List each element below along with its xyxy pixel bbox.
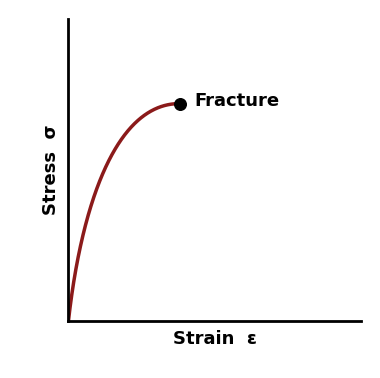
Point [177, 101, 183, 107]
Text: Fracture: Fracture [194, 91, 279, 110]
X-axis label: Strain  ε: Strain ε [173, 330, 257, 348]
Y-axis label: Stress  σ: Stress σ [42, 125, 60, 215]
